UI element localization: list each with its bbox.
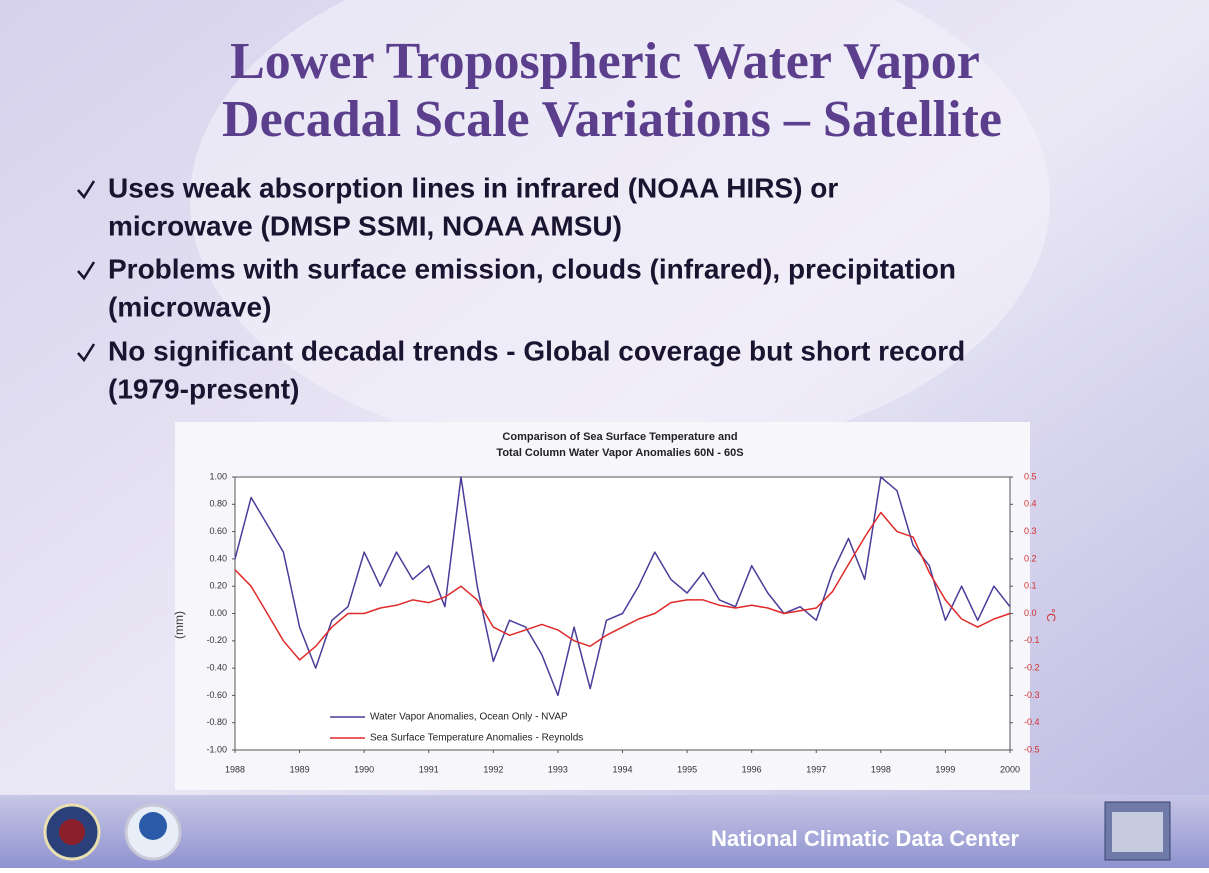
x-tick-label: 1993: [548, 764, 568, 774]
logo: [139, 812, 167, 840]
checkmark: [77, 343, 96, 363]
checkmark: [77, 180, 96, 200]
footer-logos: [43, 801, 1171, 861]
bullet-text: No significant decadal trends - Global c…: [108, 335, 965, 366]
y2-axis-label: °C: [1044, 608, 1058, 622]
bullet-text: (microwave): [108, 291, 271, 322]
chart-title: Total Column Water Vapor Anomalies 60N -…: [496, 447, 743, 459]
x-tick-label: 1997: [806, 764, 826, 774]
y-tick-label: -0.20: [206, 635, 227, 645]
x-tick-label: 1988: [225, 764, 245, 774]
y2-tick-label: 0.4: [1024, 499, 1037, 509]
x-tick-label: 1990: [354, 764, 374, 774]
x-tick-label: 1989: [290, 764, 310, 774]
slide-title: Lower Tropospheric Water Vapor: [230, 33, 980, 90]
x-tick-label: 2000: [1000, 764, 1020, 774]
chart-title: Comparison of Sea Surface Temperature an…: [502, 431, 737, 443]
legend-label: Water Vapor Anomalies, Ocean Only - NVAP: [370, 712, 568, 723]
y2-tick-label: 0.2: [1024, 553, 1037, 563]
x-tick-label: 1991: [419, 764, 439, 774]
y2-tick-label: -0.1: [1024, 635, 1040, 645]
building-icon: [1112, 812, 1163, 852]
y-tick-label: 0.40: [209, 553, 227, 563]
bullet-text: (1979-present): [108, 373, 299, 404]
y2-tick-label: -0.2: [1024, 662, 1040, 672]
y-tick-label: 0.60: [209, 526, 227, 536]
logo: [59, 819, 85, 845]
legend-label: Sea Surface Temperature Anomalies - Reyn…: [370, 733, 583, 744]
checkmarks: [77, 180, 96, 363]
x-tick-label: 1999: [935, 764, 955, 774]
footer-band: [0, 795, 1209, 868]
x-tick-label: 1992: [483, 764, 503, 774]
bullet-text: Uses weak absorption lines in infrared (…: [108, 172, 838, 203]
footer-text: National Climatic Data Center: [711, 826, 1020, 851]
y2-tick-label: 0.1: [1024, 581, 1037, 591]
y2-tick-label: 0.5: [1024, 471, 1037, 481]
x-tick-label: 1998: [871, 764, 891, 774]
y2-tick-label: -0.4: [1024, 717, 1040, 727]
y-tick-label: 0.00: [209, 608, 227, 618]
background-glow: [190, 0, 1050, 460]
y-axis-label: (mm): [172, 611, 186, 639]
y2-tick-label: -0.5: [1024, 744, 1040, 754]
y-tick-label: 0.80: [209, 499, 227, 509]
x-tick-label: 1995: [677, 764, 697, 774]
slide-title: Decadal Scale Variations – Satellite: [222, 91, 1002, 148]
y-tick-label: 0.20: [209, 581, 227, 591]
bullet-text: Problems with surface emission, clouds (…: [108, 253, 956, 284]
x-tick-label: 1996: [742, 764, 762, 774]
series-line: [234, 511, 1011, 661]
y-tick-label: -0.60: [206, 690, 227, 700]
checkmark: [77, 261, 96, 281]
x-tick-label: 1994: [612, 764, 632, 774]
y-tick-label: -1.00: [206, 744, 227, 754]
y-tick-label: 1.00: [209, 471, 227, 481]
y2-tick-label: 0.0: [1024, 608, 1037, 618]
y-tick-label: -0.40: [206, 662, 227, 672]
bullet-text: microwave (DMSP SSMI, NOAA AMSU): [108, 210, 622, 241]
y2-tick-label: 0.3: [1024, 526, 1037, 536]
y-tick-label: -0.80: [206, 717, 227, 727]
series-line: [234, 476, 1011, 697]
y2-tick-label: -0.3: [1024, 690, 1040, 700]
